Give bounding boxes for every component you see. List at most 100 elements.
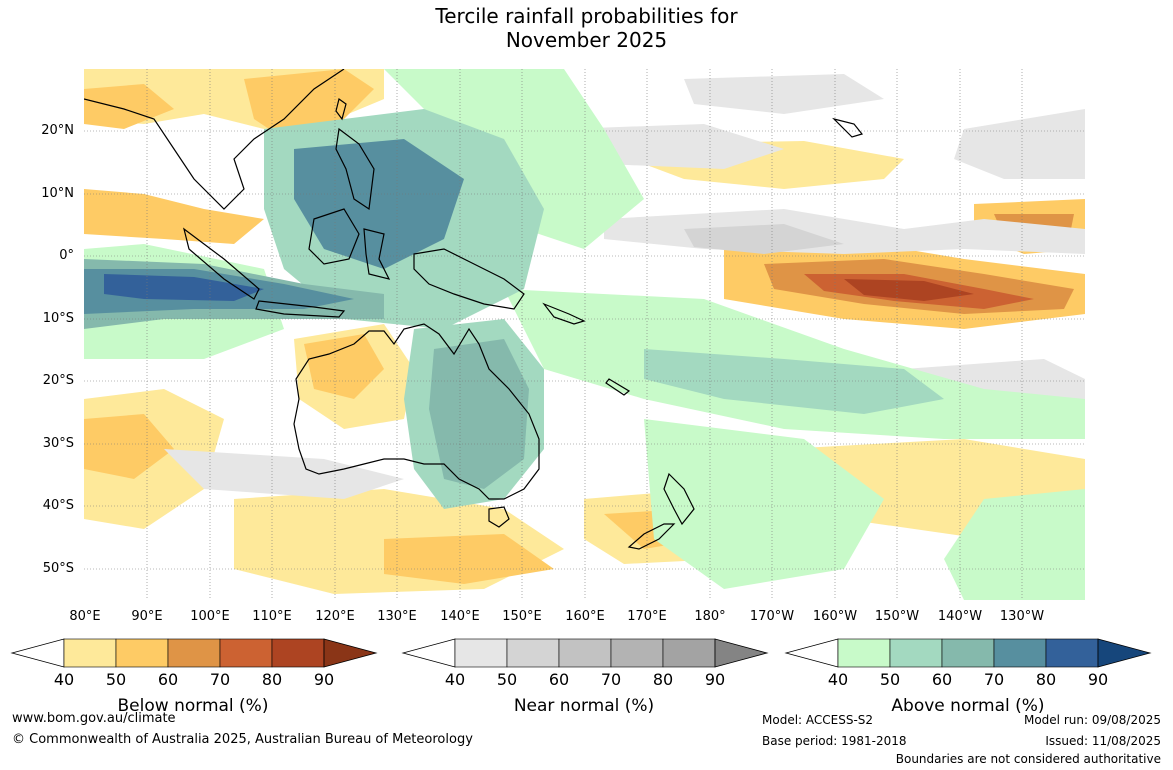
region-below-wa-inner: [304, 334, 384, 399]
coast-solomons: [542, 302, 586, 325]
above-normal-regions: [84, 69, 1085, 600]
map-title-line2: November 2025: [505, 28, 668, 52]
legend-near-title: Near normal (%): [513, 696, 655, 716]
legend-above-max-arrow: [1097, 638, 1152, 668]
region-below-indian-sw-inner: [84, 414, 174, 479]
coast-nz-south: [627, 523, 676, 550]
legend-near-bin: [662, 638, 716, 668]
legend-below-title: Below normal (%): [117, 696, 269, 716]
region-below-equatorial-west: [84, 189, 264, 244]
legend-above-min-arrow: [784, 638, 839, 668]
lon-label: 150°E: [502, 609, 542, 624]
legend-near-tick: 40: [444, 670, 466, 689]
coast-hawaii: [832, 117, 864, 138]
legend-below-bin: [63, 638, 117, 668]
legend-below-tick: 50: [105, 670, 127, 689]
legend-above-tick: 80: [1035, 670, 1057, 689]
coast-tasmania: [488, 506, 510, 528]
lon-label: 140°E: [440, 609, 480, 624]
legend-below-min-arrow: [10, 638, 65, 668]
lat-label: 10°S: [42, 311, 74, 326]
lon-label: 90°E: [131, 609, 163, 624]
coast-borneo: [308, 208, 360, 265]
region-above-mid-australia: [429, 339, 529, 489]
lat-label: 20°S: [42, 373, 74, 388]
footer-copyright: © Commonwealth of Australia 2025, Austra…: [12, 732, 473, 747]
map-title: Tercile rainfall probabilities for Novem…: [0, 4, 1173, 52]
coast-mainland-asia: [84, 69, 345, 210]
legend-near-colorbar: [401, 638, 769, 668]
coast-philippines: [335, 127, 375, 211]
legend-above-tick: 50: [879, 670, 901, 689]
lon-label: 170°W: [749, 609, 795, 624]
legend-below-tick: 90: [313, 670, 335, 689]
lat-label: 40°S: [42, 498, 74, 513]
legend-below-colorbar: [10, 638, 378, 668]
coast-australia: [293, 323, 540, 500]
legend-near-tick: 70: [600, 670, 622, 689]
legend-near-min-arrow: [401, 638, 456, 668]
map-svg: [84, 69, 1085, 600]
legend-near-tick: 90: [704, 670, 726, 689]
footer-url: www.bom.gov.au/climate: [12, 711, 176, 726]
lon-label: 120°E: [315, 609, 355, 624]
lat-label: 20°N: [41, 123, 74, 138]
lon-label: 100°E: [190, 609, 230, 624]
legend-below-bin: [271, 638, 325, 668]
lon-label: 170°E: [627, 609, 667, 624]
legend-above-bin: [889, 638, 943, 668]
region-near-5: [164, 449, 404, 499]
footer-model-run: Model run: 09/08/2025: [1023, 713, 1161, 727]
coast-taiwan: [335, 97, 347, 121]
legend-near-tick: 80: [652, 670, 674, 689]
lat-label: 30°S: [42, 436, 74, 451]
legend-above-tick: 70: [983, 670, 1005, 689]
legend-above-tick: 40: [827, 670, 849, 689]
legend-near-bin: [506, 638, 560, 668]
legend-above-bin: [1045, 638, 1099, 668]
region-above-lightgreen-south: [644, 419, 884, 589]
lon-label: 140°W: [937, 609, 983, 624]
region-below-band-5: [844, 279, 974, 301]
legend-below-max-arrow: [323, 638, 378, 668]
lat-label: 50°S: [42, 561, 74, 576]
legend-below-tick: 70: [209, 670, 231, 689]
map-area: [84, 69, 1085, 600]
region-above-maritime-blue: [294, 139, 464, 269]
coast-new-caledonia: [605, 378, 631, 396]
legend-above-bin: [837, 638, 891, 668]
region-below-south-2: [384, 534, 554, 584]
legend-above-bin: [993, 638, 1047, 668]
region-above-pacific-teal: [644, 349, 944, 414]
coast-sulawesi: [363, 228, 391, 280]
legend-below-bin: [115, 638, 169, 668]
coast-java: [255, 300, 346, 318]
lon-label: 130°E: [377, 609, 417, 624]
legend-near-bin: [454, 638, 508, 668]
region-near-3: [684, 224, 844, 254]
legend-below-bin: [167, 638, 221, 668]
lat-label: 10°N: [41, 186, 74, 201]
lon-label: 110°E: [252, 609, 292, 624]
region-above-lightgreen-se: [944, 489, 1085, 600]
legend-above-title: Above normal (%): [891, 696, 1045, 716]
footer-base-period: Base period: 1981-2018: [762, 734, 907, 748]
coast-nz-north: [663, 472, 695, 526]
legend-below-tick: 40: [53, 670, 75, 689]
lon-label: 180°: [694, 609, 726, 624]
footer-model: Model: ACCESS-S2: [762, 713, 874, 727]
coastlines: [84, 69, 864, 550]
legend-near-tick: 60: [548, 670, 570, 689]
legend-above-colorbar: [784, 638, 1152, 668]
region-near-7: [684, 74, 884, 114]
legend-near-bin: [558, 638, 612, 668]
legend-near-tick: 50: [496, 670, 518, 689]
coast-new-guinea: [413, 248, 525, 310]
lon-label: 160°W: [812, 609, 858, 624]
legend-above-tick: 60: [931, 670, 953, 689]
legend-below-bin: [219, 638, 273, 668]
coast-sumatra: [183, 227, 260, 300]
region-above-deepblue-west: [104, 274, 264, 301]
legend-near-bin: [610, 638, 664, 668]
lon-label: 130°W: [999, 609, 1045, 624]
